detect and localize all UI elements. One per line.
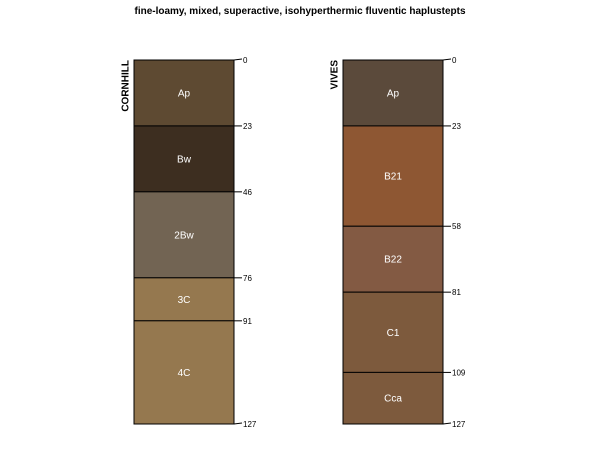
depth-tick [233, 58, 243, 61]
horizon-label: Bw [177, 154, 192, 165]
horizon-label: 3C [178, 295, 191, 306]
horizon-label: C1 [387, 328, 400, 339]
depth-label: 46 [243, 188, 252, 197]
depth-label: 76 [243, 274, 252, 283]
depth-label: 23 [243, 122, 252, 131]
depth-label: 127 [243, 420, 257, 429]
depth-label: 109 [452, 368, 466, 377]
horizon-block [133, 191, 235, 279]
profile-name: VIVES [330, 60, 341, 90]
horizon-label: B21 [384, 172, 402, 183]
horizon-block [342, 125, 444, 227]
horizon-block [342, 371, 444, 425]
horizon-label: Cca [384, 394, 402, 405]
depth-label: 23 [452, 122, 461, 131]
profile-vives: VIVES Ap B21 B22 C1 Cca 0 23 58 81 109 127 [330, 56, 466, 429]
horizon-label: Ap [387, 88, 400, 99]
horizon-block [133, 320, 235, 425]
depth-label: 0 [452, 56, 457, 65]
figure-title: fine-loamy, mixed, superactive, isohyper… [134, 6, 466, 17]
horizon-label: 2Bw [174, 230, 194, 241]
horizon-label: B22 [384, 255, 402, 266]
horizon-label: Ap [178, 88, 191, 99]
depth-label: 127 [452, 420, 466, 429]
depth-tick [233, 422, 243, 425]
depth-tick [442, 58, 452, 61]
depth-label: 91 [243, 317, 252, 326]
horizon-block [342, 291, 444, 373]
profile-name: CORNHILL [121, 60, 132, 112]
profile-cornhill: CORNHILL Ap Bw 2Bw 3C 4C 0 23 46 76 91 127 [121, 56, 257, 429]
horizon-label: 4C [178, 368, 191, 379]
depth-tick [442, 422, 452, 425]
horizon-block [133, 125, 235, 193]
depth-label: 0 [243, 56, 248, 65]
depth-label: 81 [452, 288, 461, 297]
depth-label: 58 [452, 222, 461, 231]
